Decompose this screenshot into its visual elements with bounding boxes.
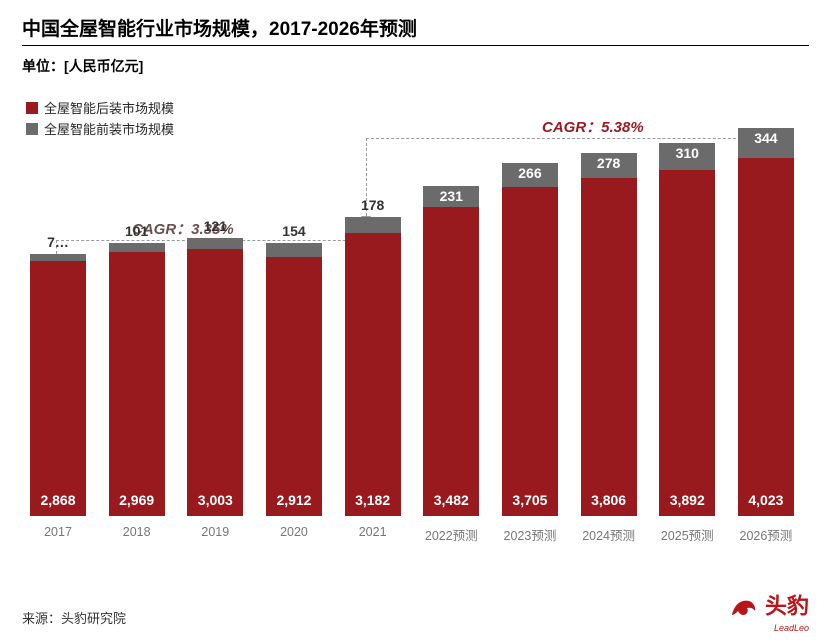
leopard-icon: [729, 595, 759, 624]
unit-label: 单位：[人民币亿元]: [22, 56, 809, 76]
x-label-2: 2019: [185, 525, 245, 544]
bar-bottom-0: 2,868: [30, 261, 86, 516]
bar-bottom-label-8: 3,892: [659, 492, 715, 508]
bar-bottom-label-1: 2,969: [109, 492, 165, 508]
bar-bottom-label-0: 2,868: [30, 492, 86, 508]
bar-bottom-6: 3,705: [502, 187, 558, 516]
plot-area: CAGR：3.35% CAGR：5.38% 7…2,8681012,969121…: [22, 110, 802, 550]
bar-top-label-2: 121: [187, 218, 243, 234]
x-label-3: 2020: [264, 525, 324, 544]
bar-4: 178 3,182: [343, 217, 403, 516]
brand-logo: 头豹 LeadLeo: [729, 595, 809, 633]
bar-bottom-label-9: 4,023: [738, 492, 794, 508]
source-label: 来源：头豹研究院: [22, 608, 126, 627]
bar-top-8: 310: [659, 143, 715, 171]
bar-top-1: 101: [109, 243, 165, 252]
bar-5: 231 3,482: [421, 186, 481, 516]
bar-top-label-3: 154: [266, 223, 322, 239]
bar-1: 101 2,969: [107, 243, 167, 516]
bar-bottom-label-6: 3,705: [502, 492, 558, 508]
bar-8: 310 3,892: [657, 143, 717, 517]
bar-top-label-1: 101: [109, 223, 165, 239]
bar-bottom-label-3: 2,912: [266, 492, 322, 508]
chart-title: 中国全屋智能行业市场规模，2017-2026年预测: [22, 14, 809, 41]
bar-top-4: 178: [345, 217, 401, 233]
bar-top-label-6: 266: [502, 165, 558, 181]
bar-bottom-label-4: 3,182: [345, 492, 401, 508]
bar-bottom-label-5: 3,482: [423, 492, 479, 508]
logo-cn: 头豹: [765, 594, 809, 619]
x-label-0: 2017: [28, 525, 88, 544]
title-rule: [22, 45, 809, 46]
x-label-8: 2025预测: [657, 525, 717, 544]
bar-0: 7… 2,868: [28, 254, 88, 516]
x-label-1: 2018: [107, 525, 167, 544]
bar-top-7: 278: [581, 153, 637, 178]
x-label-6: 2023预测: [500, 525, 560, 544]
bar-bottom-7: 3,806: [581, 178, 637, 516]
bar-bottom-8: 3,892: [659, 170, 715, 516]
bar-bottom-5: 3,482: [423, 207, 479, 517]
bar-top-label-9: 344: [738, 130, 794, 146]
bar-top-label-4: 178: [345, 197, 401, 213]
bar-top-6: 266: [502, 163, 558, 187]
bar-top-2: 121: [187, 238, 243, 249]
bar-9: 344 4,023: [736, 128, 796, 516]
bar-bottom-4: 3,182: [345, 233, 401, 516]
bar-bottom-3: 2,912: [266, 257, 322, 516]
bar-bottom-2: 3,003: [187, 249, 243, 516]
x-label-5: 2022预测: [421, 525, 481, 544]
bar-2: 121 3,003: [185, 238, 245, 516]
bar-top-label-0: 7…: [30, 234, 86, 250]
bar-3: 154 2,912: [264, 243, 324, 516]
x-label-9: 2026预测: [736, 525, 796, 544]
bar-bottom-9: 4,023: [738, 158, 794, 516]
bar-top-0: 7…: [30, 254, 86, 261]
bar-bottom-label-2: 3,003: [187, 492, 243, 508]
x-label-4: 2021: [343, 525, 403, 544]
bar-top-5: 231: [423, 186, 479, 207]
bar-6: 266 3,705: [500, 163, 560, 516]
bar-top-9: 344: [738, 128, 794, 159]
bar-top-label-7: 278: [581, 155, 637, 171]
bar-top-label-5: 231: [423, 188, 479, 204]
bar-7: 278 3,806: [579, 153, 639, 516]
bar-bottom-label-7: 3,806: [581, 492, 637, 508]
logo-en: LeadLeo: [729, 624, 809, 633]
x-label-7: 2024预测: [579, 525, 639, 544]
bar-top-3: 154: [266, 243, 322, 257]
bar-bottom-1: 2,969: [109, 252, 165, 516]
bar-top-label-8: 310: [659, 145, 715, 161]
